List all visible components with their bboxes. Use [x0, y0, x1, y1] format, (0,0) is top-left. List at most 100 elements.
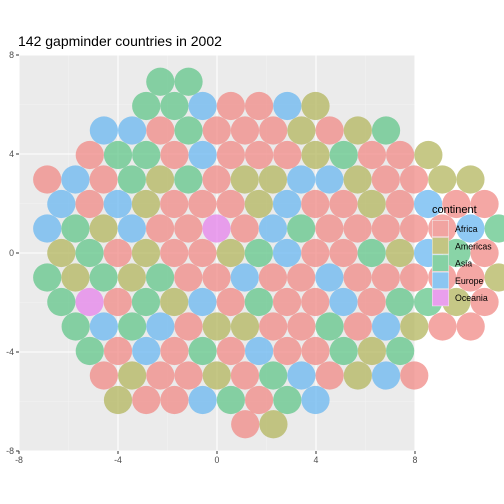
data-point-europe [272, 189, 302, 219]
data-point-africa [456, 263, 485, 292]
data-point-africa [343, 263, 372, 292]
data-point-africa [301, 189, 330, 219]
data-point-asia [442, 238, 471, 268]
data-point-africa [244, 385, 274, 415]
data-point-americas [442, 287, 471, 317]
data-point-europe [132, 336, 161, 366]
data-point-asia [118, 312, 147, 341]
data-point-asia [174, 116, 203, 145]
legend-swatch-americas [432, 237, 449, 254]
data-point-africa [230, 214, 259, 243]
data-point-europe [371, 361, 401, 390]
data-point-americas [484, 263, 504, 292]
data-point-asia [75, 336, 104, 366]
data-point-africa [244, 91, 274, 121]
data-point-africa [287, 312, 316, 341]
data-point-europe [456, 214, 485, 243]
data-point-asia [315, 312, 344, 341]
data-point-africa [259, 116, 288, 145]
data-point-asia [61, 312, 90, 341]
data-point-europe [272, 238, 302, 268]
data-point-africa [145, 214, 175, 243]
data-point-africa [357, 287, 386, 317]
data-point-americas [160, 287, 189, 317]
y-tick-label: -4 [6, 347, 14, 357]
data-point-asia [145, 263, 175, 292]
data-point-africa [272, 287, 302, 317]
data-point-africa [399, 214, 429, 243]
data-point-americas [202, 312, 231, 341]
data-point-europe [89, 116, 118, 145]
legend-label-oceania: Oceania [455, 293, 488, 303]
data-point-africa [89, 165, 118, 194]
data-point-asia [131, 287, 161, 317]
data-point-africa [301, 336, 330, 366]
data-point-americas [61, 263, 90, 292]
data-point-asia [244, 238, 273, 268]
data-point-africa [259, 312, 288, 341]
data-point-oceania [202, 214, 231, 243]
data-point-americas [230, 165, 259, 194]
data-point-americas [343, 361, 372, 390]
data-point-americas [301, 140, 330, 170]
data-point-americas [131, 238, 161, 268]
data-point-europe [301, 385, 330, 415]
data-point-asia [132, 91, 161, 121]
data-point-europe [287, 165, 316, 194]
data-point-europe [103, 189, 132, 219]
data-point-africa [371, 263, 400, 292]
y-tick-label: 4 [9, 149, 14, 159]
data-point-americas [117, 263, 146, 292]
data-point-africa [273, 336, 302, 366]
data-point-africa [202, 263, 231, 292]
data-point-europe [230, 263, 259, 292]
data-point-asia [103, 140, 133, 170]
data-point-europe [146, 312, 175, 341]
chart-title: 142 gapminder countries in 2002 [18, 33, 222, 49]
data-point-africa [329, 238, 358, 268]
y-tick-label: 0 [9, 248, 14, 258]
data-point-americas [244, 189, 273, 219]
data-point-americas [118, 361, 147, 390]
data-point-africa [146, 361, 175, 390]
data-point-europe [188, 140, 217, 170]
data-point-africa [103, 336, 133, 366]
data-point-africa [371, 214, 400, 243]
data-point-africa [343, 214, 372, 243]
data-point-africa [174, 361, 203, 390]
data-point-americas [357, 189, 386, 219]
data-point-americas [259, 410, 288, 439]
data-point-africa [230, 361, 260, 390]
data-point-africa [231, 410, 260, 439]
data-point-africa [89, 361, 118, 390]
data-point-africa [75, 140, 104, 170]
data-point-europe [61, 165, 90, 194]
data-point-africa [160, 385, 189, 415]
data-point-asia [273, 385, 302, 415]
data-point-africa [386, 140, 415, 170]
data-point-europe [258, 214, 288, 243]
data-point-europe [118, 116, 147, 145]
data-point-europe [287, 361, 316, 390]
data-point-africa [202, 165, 231, 194]
data-point-americas [216, 238, 245, 268]
data-point-asia [117, 165, 146, 194]
data-point-africa [146, 116, 175, 145]
legend-label-europe: Europe [455, 276, 483, 286]
data-point-europe [117, 214, 146, 243]
data-point-africa [385, 189, 415, 219]
axes: -8 -4 0 4 8 -8 -4 0 4 8 [6, 50, 417, 465]
data-point-asia [89, 263, 118, 292]
data-point-europe [33, 214, 62, 243]
legend-label-americas: Americas [455, 241, 492, 251]
y-tick-label: -8 [6, 446, 14, 456]
data-point-europe [188, 385, 217, 415]
data-point-europe [47, 189, 76, 219]
data-point-africa [456, 312, 485, 341]
data-point-europe [188, 287, 217, 317]
x-tick-label: 4 [314, 455, 319, 465]
data-point-africa [103, 287, 132, 317]
data-point-asia [244, 287, 273, 317]
data-point-africa [188, 238, 217, 268]
data-point-europe [315, 263, 344, 292]
